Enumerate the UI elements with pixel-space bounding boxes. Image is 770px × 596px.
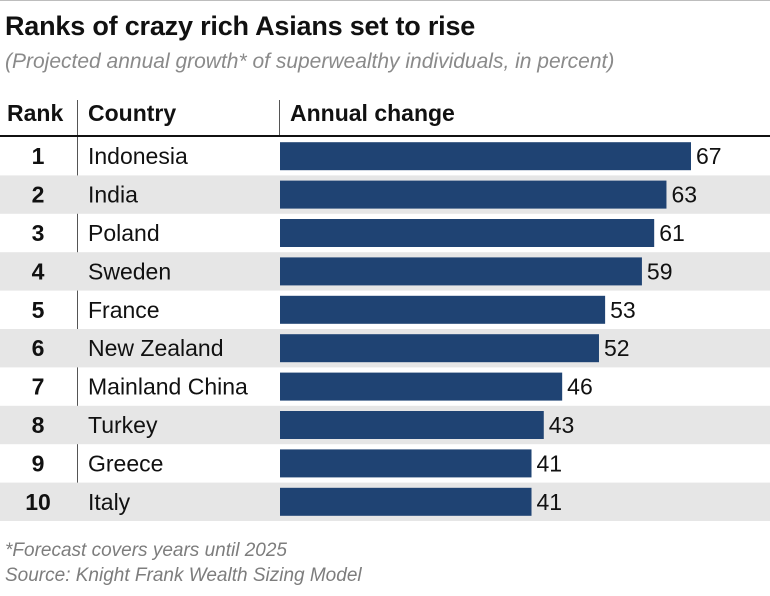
country-label: India [88, 182, 138, 208]
rank-label: 8 [32, 412, 45, 438]
forecast-footnote: *Forecast covers years until 2025 [5, 540, 287, 561]
country-label: Greece [88, 450, 163, 476]
bar [280, 295, 606, 324]
value-label: 41 [537, 489, 563, 515]
value-label: 53 [610, 297, 636, 323]
value-label: 61 [659, 220, 685, 246]
bar [280, 372, 563, 401]
chart-subtitle: (Projected annual growth* of superwealth… [5, 50, 615, 73]
bar [280, 257, 642, 286]
rank-label: 4 [32, 258, 45, 284]
value-label: 41 [537, 450, 563, 476]
bar [280, 411, 544, 439]
rank-label: 5 [32, 297, 45, 323]
rank-label: 9 [32, 450, 45, 476]
rank-label: 2 [32, 182, 45, 208]
rank-label: 3 [32, 220, 45, 246]
rank-label: 10 [25, 489, 51, 515]
value-label: 67 [696, 143, 722, 169]
rank-label: 6 [32, 335, 45, 361]
header-rank: Rank [7, 100, 64, 126]
country-label: New Zealand [88, 335, 224, 361]
rank-label: 1 [32, 143, 45, 169]
country-label: Indonesia [88, 143, 188, 169]
bar [280, 142, 691, 171]
country-label: France [88, 297, 160, 323]
rank-label: 7 [32, 374, 45, 400]
header-country: Country [88, 100, 177, 126]
country-label: Turkey [88, 412, 158, 438]
ranking-bar-chart: 1 Indonesia 672 India 633 Poland 614 Sweden 595 F… [0, 142, 770, 521]
value-label: 63 [671, 182, 697, 208]
country-label: Italy [88, 489, 131, 515]
country-label: Poland [88, 220, 160, 246]
rank-divider [77, 100, 78, 521]
bar [280, 219, 655, 247]
value-label: 52 [604, 335, 630, 361]
value-label: 59 [647, 258, 673, 284]
bar [280, 449, 532, 478]
bar [280, 180, 667, 209]
source-footnote: Source: Knight Frank Wealth Sizing Model [5, 565, 362, 586]
bar [280, 334, 599, 363]
header-annual-change: Annual change [290, 100, 455, 126]
bar [280, 487, 532, 516]
value-label: 43 [549, 412, 575, 438]
country-label: Mainland China [88, 374, 248, 400]
country-divider [279, 100, 280, 137]
top-rule [0, 0, 770, 1]
country-label: Sweden [88, 258, 171, 284]
value-label: 46 [567, 374, 593, 400]
header-rule [0, 135, 770, 137]
chart-title: Ranks of crazy rich Asians set to rise [5, 11, 476, 41]
